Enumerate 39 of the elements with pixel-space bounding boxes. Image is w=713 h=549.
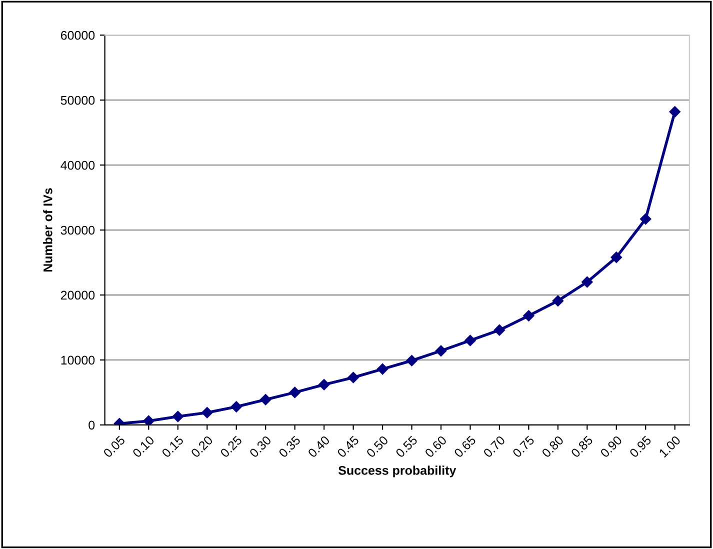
- x-tick-label: 0.70: [482, 435, 506, 458]
- point: [202, 406, 213, 418]
- point: [376, 363, 388, 375]
- point: [582, 276, 593, 288]
- point: [406, 355, 418, 366]
- y-tick-label: 20000: [60, 290, 95, 300]
- point: [464, 334, 476, 346]
- x-tick-label: 0.15: [161, 435, 184, 458]
- point: [289, 386, 300, 398]
- x-tick-label: 0.20: [190, 435, 214, 458]
- point: [348, 372, 359, 384]
- y-tick-label: 30000: [60, 226, 95, 235]
- x-tick-label: 0.10: [132, 435, 155, 458]
- point: [494, 324, 506, 336]
- x-tick-label: 0.30: [248, 435, 272, 458]
- point: [143, 415, 154, 425]
- point: [523, 310, 534, 322]
- x-tick-label: 1.00: [658, 435, 682, 458]
- point: [610, 252, 622, 263]
- y-tick-label: 0: [88, 420, 95, 430]
- point: [230, 401, 242, 412]
- point: [435, 345, 447, 356]
- y-tick-label: 60000: [60, 30, 95, 40]
- y-tick-label: 40000: [60, 160, 95, 170]
- point: [260, 394, 272, 406]
- y-tick-label: 50000: [60, 96, 95, 105]
- x-tick-label: 0.80: [541, 435, 564, 458]
- y-tick-label: 10000: [61, 356, 95, 365]
- x-tick-label: 0.90: [600, 435, 623, 458]
- point: [669, 106, 680, 118]
- x-axis-title: Success probability: [338, 466, 456, 478]
- point: [172, 410, 184, 422]
- point: [640, 213, 652, 225]
- point: [318, 379, 330, 390]
- point: [552, 295, 564, 306]
- x-tick-label: 0.60: [424, 435, 448, 458]
- x-tick-label: 0.50: [366, 435, 389, 458]
- y-axis-title: Number of IVs: [43, 188, 52, 272]
- x-tick-label: 0.40: [307, 435, 330, 458]
